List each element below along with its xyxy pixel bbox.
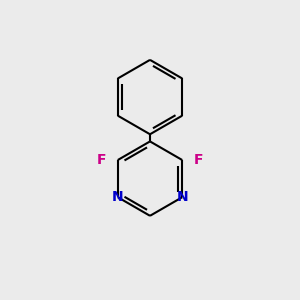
Text: F: F — [194, 153, 204, 167]
Text: N: N — [176, 190, 188, 204]
Text: N: N — [112, 190, 124, 204]
Text: F: F — [96, 153, 106, 167]
